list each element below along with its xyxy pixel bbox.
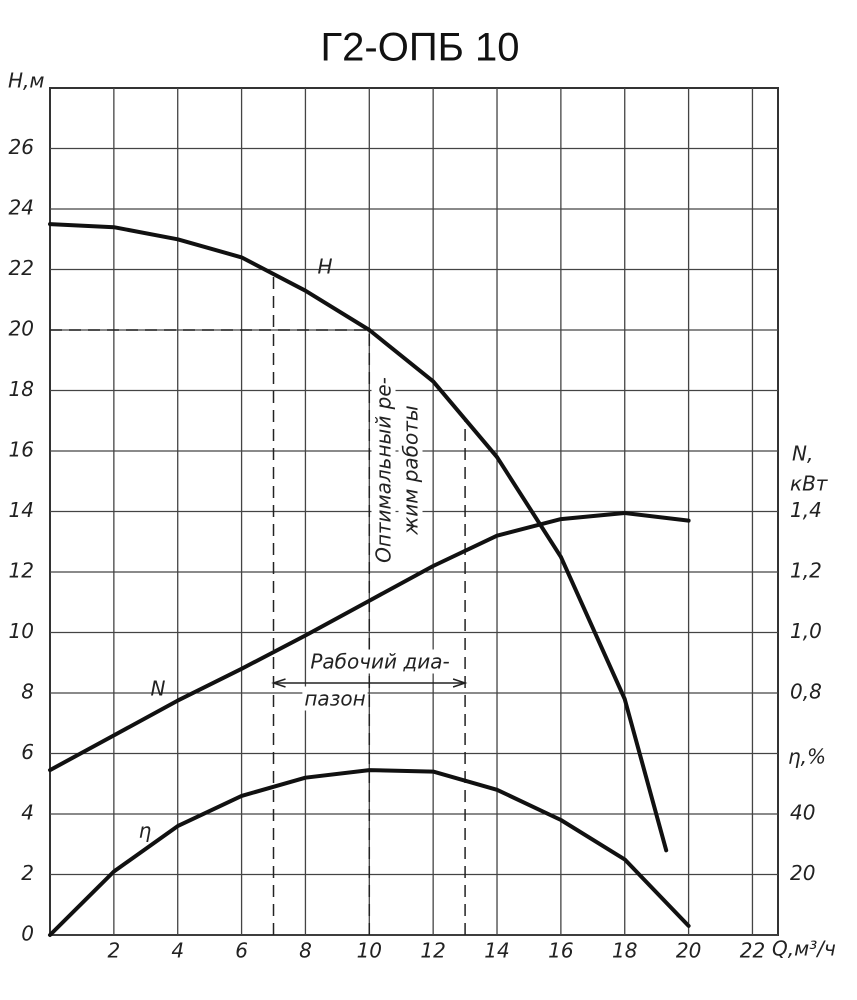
y-tick-label: 10: [9, 619, 34, 643]
arrow-head: [452, 678, 468, 688]
x-tick-label: 10: [357, 939, 382, 963]
y2-tick-label: 1,0: [790, 619, 822, 643]
y-tick-label: 12: [9, 559, 34, 583]
y3-tick-label: 20: [790, 861, 815, 885]
y-axis-label: H,м: [8, 69, 44, 93]
x-tick-label: 16: [548, 939, 573, 963]
y-tick-label: 2: [21, 861, 34, 885]
y2-tick-label: 1,4: [790, 498, 822, 522]
x-tick-label: 2: [107, 939, 120, 963]
x-tick-label: 22: [740, 939, 765, 963]
curve-label: N: [151, 677, 166, 701]
x-tick-label: 4: [171, 939, 184, 963]
y-tick-label: 14: [9, 498, 34, 522]
y-tick-label: 18: [9, 377, 34, 401]
annotation-bg: [371, 375, 396, 565]
annotation: пазон: [304, 687, 365, 711]
y2-axis-label: кВт: [790, 472, 829, 496]
curve: [48, 768, 691, 937]
y3-tick-label: 40: [790, 801, 815, 825]
y2-tick-label: 1,2: [790, 559, 822, 583]
x-tick-label: 18: [612, 939, 637, 963]
y-tick-label: 0: [21, 922, 34, 946]
y-tick-label: 4: [21, 801, 34, 825]
annotation: Рабочий диа-: [310, 650, 449, 674]
arrow-head: [271, 678, 286, 688]
curve-label: η: [139, 819, 152, 843]
chart-title: Г2-ОПБ 10: [321, 26, 520, 70]
x-tick-label: 6: [235, 939, 248, 963]
x-tick-label: 8: [299, 939, 312, 963]
annotation: Оптимальный ре-: [372, 377, 396, 563]
curve: [48, 222, 669, 853]
y-tick-label: 24: [9, 196, 34, 220]
curve-label: H: [317, 255, 332, 279]
annotation-bg: [302, 686, 368, 711]
annotation-bg: [398, 403, 423, 538]
y-tick-label: 8: [21, 680, 34, 704]
x-axis-label: Q,м³/ч: [772, 937, 836, 961]
x-tick-label: 20: [676, 939, 701, 963]
annotation: жим работы: [399, 405, 423, 535]
y-tick-label: 16: [9, 438, 34, 462]
y-tick-label: 20: [9, 317, 34, 341]
y-tick-label: 22: [9, 256, 34, 280]
y3-axis-label: η,%: [788, 745, 826, 769]
y2-tick-label: 0,8: [790, 680, 822, 704]
curve: [48, 511, 691, 773]
annotation-bg: [308, 649, 452, 674]
y-tick-label: 6: [21, 740, 34, 764]
x-tick-label: 12: [420, 939, 445, 963]
x-tick-label: 14: [484, 939, 509, 963]
y-tick-label: 26: [9, 135, 34, 159]
y2-axis-label: N,: [792, 442, 813, 466]
